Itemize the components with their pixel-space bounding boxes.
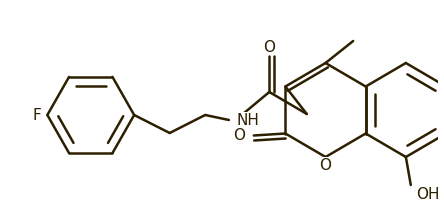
Text: OH: OH — [416, 187, 439, 202]
Text: O: O — [320, 157, 332, 172]
Text: F: F — [33, 108, 41, 123]
Text: NH: NH — [237, 112, 260, 127]
Text: O: O — [263, 39, 275, 54]
Text: O: O — [233, 128, 245, 143]
